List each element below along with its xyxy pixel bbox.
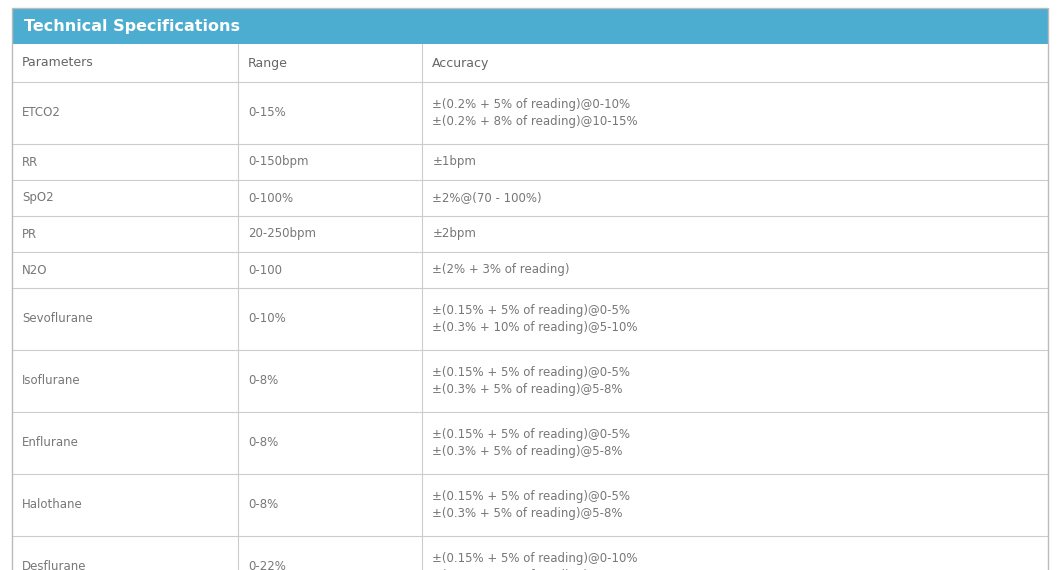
Bar (12, 536, 1048, 570)
Bar (12, 252, 1048, 288)
Text: ±(0.15% + 5% of reading)@0-5%: ±(0.15% + 5% of reading)@0-5% (432, 490, 631, 503)
Text: Desflurane: Desflurane (22, 560, 87, 570)
Text: N2O: N2O (22, 263, 48, 276)
Text: PR: PR (22, 227, 37, 241)
Text: 0-8%: 0-8% (248, 437, 278, 450)
Text: RR: RR (22, 156, 38, 169)
Text: 0-150bpm: 0-150bpm (248, 156, 308, 169)
Text: Accuracy: Accuracy (432, 56, 490, 70)
Bar (12, 216, 1048, 252)
Bar (12, 8, 1048, 44)
Text: ±(0.15% + 5% of reading)@0-5%: ±(0.15% + 5% of reading)@0-5% (432, 428, 631, 441)
Text: ±(0.3% + 10% of reading)@10-22%: ±(0.3% + 10% of reading)@10-22% (432, 569, 646, 570)
Text: Parameters: Parameters (22, 56, 93, 70)
Text: Range: Range (248, 56, 287, 70)
Text: 0-100%: 0-100% (248, 192, 293, 205)
Text: ±(0.3% + 10% of reading)@5-10%: ±(0.3% + 10% of reading)@5-10% (432, 321, 638, 334)
Text: ±2bpm: ±2bpm (432, 227, 476, 241)
Text: SpO2: SpO2 (22, 192, 54, 205)
Text: ±(0.3% + 5% of reading)@5-8%: ±(0.3% + 5% of reading)@5-8% (432, 507, 623, 520)
Bar (12, 474, 1048, 536)
Text: ±(0.3% + 5% of reading)@5-8%: ±(0.3% + 5% of reading)@5-8% (432, 445, 623, 458)
Text: Halothane: Halothane (22, 499, 83, 511)
Text: 0-100: 0-100 (248, 263, 282, 276)
Bar (12, 82, 1048, 144)
Bar (12, 44, 1048, 82)
Text: ±2%@(70 - 100%): ±2%@(70 - 100%) (432, 192, 542, 205)
Text: Isoflurane: Isoflurane (22, 374, 81, 388)
Text: ±1bpm: ±1bpm (432, 156, 476, 169)
Text: ±(2% + 3% of reading): ±(2% + 3% of reading) (432, 263, 570, 276)
Text: 0-15%: 0-15% (248, 107, 285, 120)
Text: Technical Specifications: Technical Specifications (24, 18, 240, 34)
Bar (12, 180, 1048, 216)
Text: ETCO2: ETCO2 (22, 107, 60, 120)
Text: Enflurane: Enflurane (22, 437, 78, 450)
Text: ±(0.2% + 5% of reading)@0-10%: ±(0.2% + 5% of reading)@0-10% (432, 98, 631, 111)
Bar (12, 288, 1048, 350)
Bar (12, 350, 1048, 412)
Text: ±(0.15% + 5% of reading)@0-5%: ±(0.15% + 5% of reading)@0-5% (432, 304, 631, 317)
Bar (12, 412, 1048, 474)
Text: 0-10%: 0-10% (248, 312, 285, 325)
Bar (12, 144, 1048, 180)
Text: ±(0.2% + 8% of reading)@10-15%: ±(0.2% + 8% of reading)@10-15% (432, 115, 638, 128)
Text: 20-250bpm: 20-250bpm (248, 227, 316, 241)
Text: Sevoflurane: Sevoflurane (22, 312, 93, 325)
Text: ±(0.15% + 5% of reading)@0-10%: ±(0.15% + 5% of reading)@0-10% (432, 552, 638, 565)
Text: ±(0.3% + 5% of reading)@5-8%: ±(0.3% + 5% of reading)@5-8% (432, 383, 623, 396)
Text: 0-8%: 0-8% (248, 499, 278, 511)
Text: 0-22%: 0-22% (248, 560, 286, 570)
Text: ±(0.15% + 5% of reading)@0-5%: ±(0.15% + 5% of reading)@0-5% (432, 366, 631, 379)
Text: 0-8%: 0-8% (248, 374, 278, 388)
